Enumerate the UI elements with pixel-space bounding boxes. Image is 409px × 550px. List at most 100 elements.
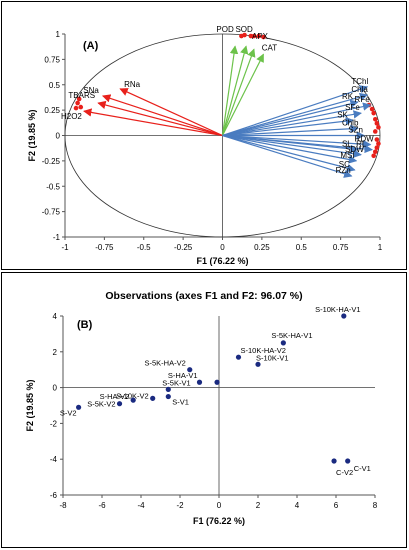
observation-dot — [376, 141, 381, 146]
y-tick-label: 1 — [56, 30, 61, 39]
observation-label: S-V2 — [60, 408, 77, 417]
observation-point — [345, 458, 351, 464]
vector-label: SC — [339, 160, 350, 169]
observation-dot — [78, 104, 84, 110]
vector-arrow-rna — [119, 88, 223, 137]
vector-arrow-msi — [222, 134, 358, 164]
x-tick-label: 6 — [334, 501, 339, 510]
observation-dot — [376, 125, 381, 130]
observation-dot — [372, 116, 378, 122]
vector-arrow-tchl — [222, 85, 369, 137]
observations-chart: Observations (axes F1 and F2: 96.07 %) -8… — [25, 290, 378, 526]
observation-label: S-5K-HA-V1 — [271, 331, 312, 340]
vector-label: RZn — [336, 166, 351, 175]
x-tick-label: -6 — [98, 501, 106, 510]
observation-dot — [371, 110, 377, 116]
vector-arrow-h2o2 — [83, 108, 223, 137]
x-tick-label: 0.25 — [254, 243, 270, 252]
vector-arrow-sna — [102, 94, 223, 137]
observation-point — [341, 313, 347, 319]
x-tick-label: -8 — [59, 501, 67, 510]
vector-arrow-tbars — [97, 100, 223, 137]
vector-label: APX — [252, 32, 269, 41]
observation-point — [130, 397, 136, 403]
observation-dot — [242, 32, 247, 38]
vector-arrow-rdw — [222, 134, 372, 149]
x-tick-label: -0.5 — [137, 243, 151, 252]
vector-arrow-sc — [222, 134, 356, 173]
observation-dot — [76, 96, 82, 102]
x-axis-title: F1 (76.22 %) — [196, 256, 248, 266]
x-tick-label: -0.25 — [174, 243, 193, 252]
observation-label: S-HA-V2 — [100, 392, 130, 401]
y-tick-label: 4 — [53, 312, 58, 321]
biplot-panel-a: -1 -0.75 -0.5 -0.25 0 0.25 0.5 0.75 1 -1 -0.75 -0.5… — [1, 1, 407, 270]
vector-arrow-apx — [221, 48, 256, 136]
y-tick-label: -0.25 — [42, 157, 61, 166]
vector-arrow-cat — [221, 53, 264, 136]
observation-dot — [261, 34, 266, 40]
y-tick-label: -0.75 — [42, 208, 61, 217]
observation-point — [255, 361, 261, 367]
observation-point — [235, 354, 242, 360]
panel-label-a: (A) — [83, 40, 99, 52]
vector-arrow-sl — [222, 134, 359, 154]
x-tick-label: -1 — [61, 243, 69, 252]
vector-label: H2O2 — [61, 112, 82, 121]
observation-point — [116, 401, 123, 407]
vector-label: RFe — [355, 95, 371, 104]
observation-point — [331, 458, 337, 464]
observation-label: S-10K-HA-V1 — [315, 305, 360, 314]
x-tick-label: 8 — [373, 501, 378, 510]
observation-point — [165, 393, 171, 400]
observation-point — [187, 367, 193, 373]
observation-dot — [371, 153, 377, 159]
y-tick-label: -1 — [53, 233, 61, 242]
x-tick-label: 2 — [256, 501, 261, 510]
vector-label: SOD — [235, 25, 253, 34]
vector-arrow-sdw — [222, 134, 362, 158]
vector-label: CAT — [262, 43, 278, 52]
observation-dot — [372, 129, 378, 134]
vector-arrow-sod — [221, 45, 249, 136]
vector-label: SZn — [348, 126, 363, 135]
observation-dot — [75, 100, 80, 106]
vector-arrow-rk — [222, 99, 359, 137]
vector-label: Chlb — [342, 118, 359, 127]
x-tick-label: -4 — [137, 501, 145, 510]
y-tick-label: 0 — [53, 384, 58, 393]
vector-label: Chla — [351, 85, 368, 94]
observation-label: S-10K-V1 — [256, 353, 289, 362]
vector-label: SK — [337, 110, 348, 119]
x-tick-label: -2 — [176, 501, 184, 510]
vector-label: RK — [342, 92, 354, 101]
x-tick-label: 0.5 — [296, 243, 308, 252]
y-tick-label: -6 — [50, 491, 58, 500]
observation-point — [76, 404, 82, 410]
observation-dot — [372, 149, 378, 155]
x-tick-label: 4 — [295, 501, 300, 510]
vector-label: SDW — [345, 145, 364, 154]
y-tick-label: 0.75 — [44, 55, 60, 64]
observations-panel-b: Observations (axes F1 and F2: 96.07 %) -8… — [1, 272, 407, 548]
vector-label: RNa — [124, 80, 141, 89]
observation-dot — [374, 145, 380, 150]
observation-dot — [73, 105, 79, 111]
vector-arrow-chla — [222, 92, 369, 137]
x-tick-label: 0.75 — [333, 243, 349, 252]
vector-label: RDW — [355, 135, 375, 144]
observation-point — [280, 340, 286, 346]
y-tick-label: -4 — [50, 455, 58, 464]
observation-label: S-10K-HA-V2 — [241, 346, 286, 355]
y-tick-label: 0.25 — [44, 106, 60, 115]
vector-label: POD — [216, 25, 234, 34]
x-tick-label: 0 — [217, 501, 222, 510]
y-tick-label: 0 — [56, 132, 61, 141]
observation-point — [165, 386, 171, 392]
vector-label: RL — [356, 140, 367, 149]
vector-arrow-pod — [221, 45, 239, 136]
vector-label: TChl — [351, 77, 368, 86]
y-tick-label: -0.5 — [46, 182, 60, 191]
x-tick-label: 0 — [220, 243, 225, 252]
observation-point — [150, 395, 156, 401]
